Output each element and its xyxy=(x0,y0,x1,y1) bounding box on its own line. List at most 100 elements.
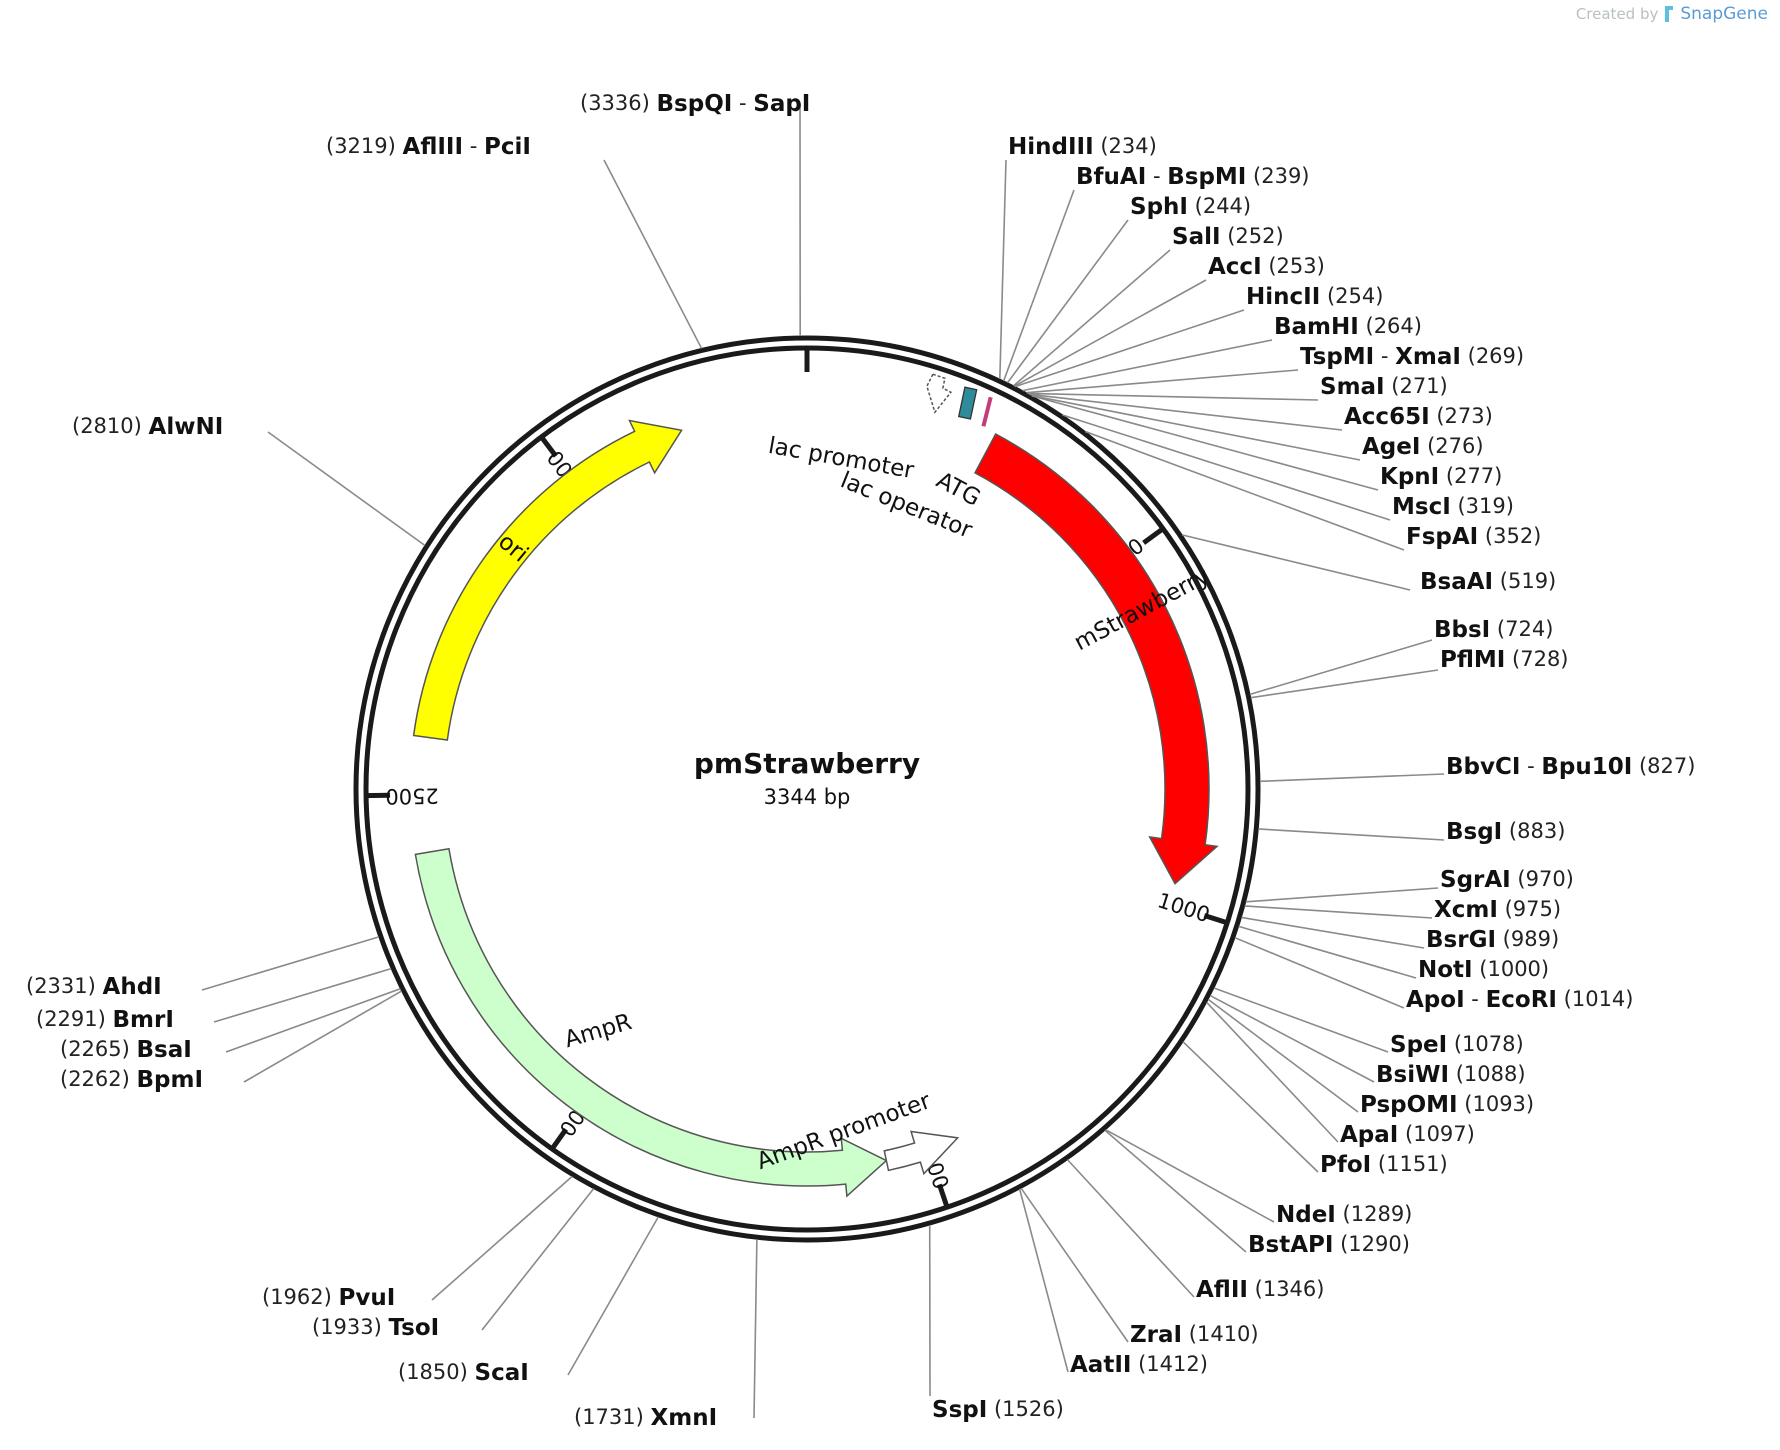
site-leader-apai xyxy=(1206,1001,1339,1143)
site-pfoi[interactable]: PfoI (1151) xyxy=(1182,1041,1448,1178)
site-sspi[interactable]: SspI (1526) xyxy=(928,1225,1064,1423)
site-aflii[interactable]: AflII (1346) xyxy=(1066,1159,1324,1303)
site-label-tsoi: (1933) TsoI xyxy=(312,1315,439,1341)
site-label-xcmi: XcmI (975) xyxy=(1434,897,1561,923)
site-label-ahdi: (2331) AhdI xyxy=(26,974,162,1000)
site-acci[interactable]: AccI (253) xyxy=(1013,254,1325,387)
site-label-pflmi: PflMI (728) xyxy=(1440,647,1569,673)
site-label-msci: MscI (319) xyxy=(1392,494,1514,520)
site-leader-tsoi xyxy=(481,1188,595,1331)
site-xmni[interactable]: (1731) XmnI xyxy=(574,1239,758,1431)
site-leader-smai xyxy=(1027,392,1319,401)
site-leader-sali xyxy=(1013,249,1171,387)
site-leader-bamhi xyxy=(1022,339,1273,392)
site-label-tspmi: TspMI - XmaI (269) xyxy=(1300,344,1524,370)
site-leader-ahdi xyxy=(201,936,380,991)
site-leader-pspomi xyxy=(1207,998,1359,1113)
site-label-fspai: FspAI (352) xyxy=(1406,524,1541,550)
site-bsiwi[interactable]: BsiWI (1088) xyxy=(1209,994,1526,1088)
site-kpni[interactable]: KpnI (277) xyxy=(1032,395,1502,491)
site-leader-agei xyxy=(1031,394,1361,461)
site-label-bsrgi: BsrGI (989) xyxy=(1426,927,1559,953)
site-spei[interactable]: SpeI (1078) xyxy=(1213,987,1524,1058)
site-label-aflii: AflII (1346) xyxy=(1196,1277,1324,1303)
site-label-acci: AccI (253) xyxy=(1208,254,1325,280)
site-smai[interactable]: SmaI (271) xyxy=(1027,374,1448,401)
site-leader-bsaai xyxy=(1181,534,1411,591)
site-bfuai[interactable]: BfuAI - BspMI (239) xyxy=(1002,164,1310,382)
site-leader-alwni xyxy=(267,431,426,547)
site-leader-fspai xyxy=(1084,430,1405,551)
site-ahdi[interactable]: (2331) AhdI xyxy=(26,936,380,1000)
site-label-spei: SpeI (1078) xyxy=(1390,1032,1524,1058)
site-bmri[interactable]: (2291) BmrI xyxy=(36,967,392,1033)
site-leader-pvui xyxy=(431,1175,573,1301)
site-label-pvui: (1962) PvuI xyxy=(262,1285,395,1311)
site-bamhi[interactable]: BamHI (264) xyxy=(1022,314,1422,392)
site-aatii[interactable]: AatII (1412) xyxy=(1018,1188,1208,1378)
site-label-hincii: HincII (254) xyxy=(1246,284,1383,310)
site-leader-hincii xyxy=(1014,309,1245,388)
site-pflmi[interactable]: PflMI (728) xyxy=(1250,647,1569,699)
site-alwni[interactable]: (2810) AlwNI xyxy=(72,414,426,547)
site-leader-noti xyxy=(1238,925,1417,979)
snapgene-logo-icon xyxy=(1665,6,1674,22)
site-label-sspi: SspI (1526) xyxy=(932,1397,1064,1423)
site-apoi[interactable]: ApoI - EcoRI (1014) xyxy=(1234,936,1634,1013)
feature-lac-promoter xyxy=(926,373,953,414)
site-label-afliii: (3219) AflIII - PciI xyxy=(326,134,531,160)
site-leader-pflmi xyxy=(1250,669,1439,699)
site-leader-sphi xyxy=(1006,219,1129,384)
site-bbsi[interactable]: BbsI (724) xyxy=(1249,617,1553,696)
site-sali[interactable]: SalI (252) xyxy=(1013,224,1284,387)
restriction-sites: (3336) BspQI - SapI (3219) AflIII - PciI (… xyxy=(26,91,1695,1431)
site-bsrgi[interactable]: BsrGI (989) xyxy=(1241,916,1559,953)
site-pvui[interactable]: (1962) PvuI xyxy=(262,1175,573,1311)
site-agei[interactable]: AgeI (276) xyxy=(1031,394,1484,461)
site-hindiii[interactable]: HindIII (234) xyxy=(999,134,1157,380)
site-zrai[interactable]: ZraI (1410) xyxy=(1020,1187,1259,1348)
site-noti[interactable]: NotI (1000) xyxy=(1238,925,1549,983)
site-sphi[interactable]: SphI (244) xyxy=(1006,194,1251,384)
site-label-pfoi: PfoI (1151) xyxy=(1320,1152,1448,1178)
site-label-bsiwi: BsiWI (1088) xyxy=(1376,1062,1526,1088)
site-tsoi[interactable]: (1933) TsoI xyxy=(312,1188,595,1341)
site-xcmi[interactable]: XcmI (975) xyxy=(1244,897,1561,923)
site-label-noti: NotI (1000) xyxy=(1418,957,1549,983)
site-hincii[interactable]: HincII (254) xyxy=(1014,284,1383,388)
tick-mark-1500 xyxy=(937,1183,951,1210)
feature-ori xyxy=(412,419,683,741)
site-bspqi[interactable]: (3336) BspQI - SapI xyxy=(580,91,810,337)
site-label-alwni: (2810) AlwNI xyxy=(72,414,223,440)
site-scai[interactable]: (1850) ScaI xyxy=(398,1216,659,1386)
site-bpmi[interactable]: (2262) BpmI xyxy=(60,990,402,1093)
site-label-bbsi: BbsI (724) xyxy=(1434,617,1553,643)
site-leader-bfuai xyxy=(1002,189,1075,382)
site-pspomi[interactable]: PspOMI (1093) xyxy=(1207,998,1534,1118)
site-apai[interactable]: ApaI (1097) xyxy=(1206,1001,1475,1148)
site-tspmi[interactable]: TspMI - XmaI (269) xyxy=(1026,344,1524,394)
feature-mstrawberry xyxy=(974,433,1219,885)
site-msci[interactable]: MscI (319) xyxy=(1062,414,1514,521)
site-bstapi[interactable]: BstAPI (1290) xyxy=(1104,1129,1410,1258)
site-afliii[interactable]: (3219) AflIII - PciI xyxy=(326,134,703,349)
site-ndei[interactable]: NdeI (1289) xyxy=(1105,1128,1413,1228)
site-bsai[interactable]: (2265) BsaI xyxy=(60,987,401,1063)
site-acc65i[interactable]: Acc65I (273) xyxy=(1029,393,1493,431)
site-bsgi[interactable]: BsgI (883) xyxy=(1258,819,1565,845)
plasmid-length: 3344 bp xyxy=(764,785,851,809)
site-label-bsgi: BsgI (883) xyxy=(1446,819,1565,845)
site-label-bbvci: BbvCI - Bpu10I (827) xyxy=(1446,754,1695,780)
site-bbvci[interactable]: BbvCI - Bpu10I (827) xyxy=(1259,754,1696,783)
site-label-bfuai: BfuAI - BspMI (239) xyxy=(1076,164,1310,190)
site-leader-bbsi xyxy=(1249,639,1433,696)
site-leader-spei xyxy=(1213,987,1389,1053)
site-leader-zrai xyxy=(1020,1187,1129,1343)
site-sgrai[interactable]: SgrAI (970) xyxy=(1245,867,1574,903)
site-leader-bstapi xyxy=(1104,1129,1247,1253)
site-fspai[interactable]: FspAI (352) xyxy=(1084,430,1541,551)
site-bsaai[interactable]: BsaAI (519) xyxy=(1181,534,1556,595)
site-label-xmni: (1731) XmnI xyxy=(574,1405,717,1431)
site-leader-kpni xyxy=(1032,395,1379,491)
